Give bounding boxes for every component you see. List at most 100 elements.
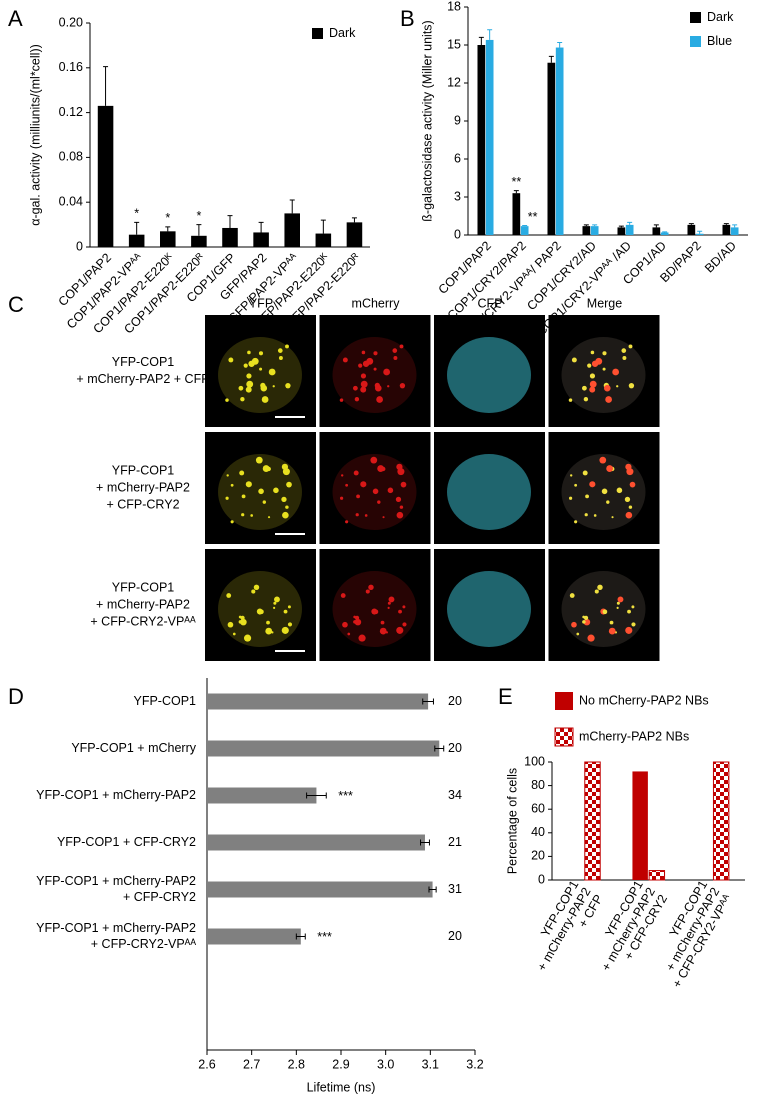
bar <box>660 232 669 235</box>
speckle <box>340 593 346 598</box>
speckle <box>583 397 589 402</box>
bar <box>547 62 556 235</box>
speckle <box>584 513 588 517</box>
legend-swatch <box>690 12 701 23</box>
speckle <box>602 367 606 371</box>
speckle <box>387 601 391 605</box>
panel-letter: C <box>8 292 24 317</box>
count-label: 20 <box>448 741 462 755</box>
speckle <box>373 367 377 371</box>
speckle <box>397 468 405 476</box>
speckle <box>399 505 404 509</box>
error-bar <box>478 36 484 45</box>
error-bar <box>653 224 659 228</box>
speckle <box>380 620 385 625</box>
speckle <box>617 596 624 603</box>
row-label: YFP-COP1 <box>112 463 175 477</box>
speckle <box>368 584 374 591</box>
speckle <box>599 456 607 464</box>
speckle <box>382 516 385 519</box>
y-tick-label: 40 <box>531 825 545 839</box>
micrograph <box>205 315 316 427</box>
cell-body <box>561 337 646 413</box>
y-tick-label: 9 <box>454 113 461 127</box>
count-label: 20 <box>448 929 462 943</box>
error-bar <box>548 55 554 63</box>
speckle <box>353 385 358 391</box>
speckle <box>243 363 248 368</box>
speckle <box>387 385 390 388</box>
speckle <box>377 500 381 504</box>
x-tick-label: BD/AD <box>702 239 739 276</box>
speckle <box>227 621 234 628</box>
speckle <box>259 609 264 615</box>
speckle <box>226 593 232 598</box>
speckle <box>360 380 368 388</box>
micrograph <box>319 315 431 427</box>
x-tick-label: 3.2 <box>466 1057 483 1071</box>
speckle <box>274 596 280 603</box>
error-bar <box>134 221 140 235</box>
speckle <box>593 514 597 517</box>
y-tick-label: 0 <box>454 227 461 241</box>
bar <box>207 881 433 898</box>
speckle <box>616 385 619 388</box>
annotation: *** <box>338 789 353 803</box>
y-tick-label: 80 <box>531 778 545 792</box>
speckle <box>604 384 611 392</box>
y-tick-label: YFP-COP1 + mCherry-PAP2 <box>36 874 196 888</box>
bar <box>128 234 145 247</box>
speckle <box>228 357 234 363</box>
speckle <box>626 468 634 476</box>
speckle <box>585 494 589 499</box>
speckle <box>253 584 260 591</box>
micrograph <box>548 549 660 661</box>
bar <box>207 693 429 710</box>
speckle <box>243 634 252 642</box>
speckle <box>590 350 595 355</box>
speckle <box>261 396 269 403</box>
speckle <box>589 380 597 388</box>
speckle <box>393 356 398 360</box>
speckle <box>399 383 406 389</box>
error-bar <box>487 29 493 40</box>
row-label: YFP-COP1 <box>112 355 175 369</box>
speckle <box>247 350 251 355</box>
speckle <box>383 368 391 376</box>
legend-swatch <box>554 727 574 747</box>
error-bar <box>583 224 589 227</box>
speckle <box>266 620 270 625</box>
speckle <box>281 496 287 503</box>
y-tick-label: YFP-COP1 + mCherry <box>71 741 196 755</box>
row-label: + mCherry-PAP2 <box>96 480 190 494</box>
y-tick-label: 0.04 <box>59 194 83 208</box>
speckle <box>396 511 404 519</box>
y-tick-label: YFP-COP1 + CFP-CRY2 <box>57 835 196 849</box>
speckle <box>628 383 635 389</box>
speckle <box>241 513 245 517</box>
error-bar <box>592 224 598 227</box>
bar <box>687 224 696 235</box>
y-tick-label: 20 <box>531 849 545 863</box>
speckle <box>259 367 263 371</box>
annotation: * <box>165 211 170 225</box>
speckle <box>358 363 363 368</box>
bar <box>97 105 114 247</box>
legend-swatch <box>312 28 323 39</box>
speckle <box>360 373 367 379</box>
speckle <box>283 609 288 614</box>
speckle <box>602 351 607 356</box>
y-axis-label: α-gal. activity (milliunits/(ml*cell)) <box>28 44 42 226</box>
y-tick-label: 0 <box>76 239 83 253</box>
speckle <box>601 488 608 495</box>
y-tick-label: 0.12 <box>59 105 83 119</box>
speckle <box>569 474 573 477</box>
panel-letter: A <box>8 6 23 31</box>
micrograph <box>548 315 660 427</box>
bar <box>346 222 363 247</box>
speckle <box>587 363 592 368</box>
speckle <box>347 632 351 636</box>
speckle <box>627 609 631 614</box>
